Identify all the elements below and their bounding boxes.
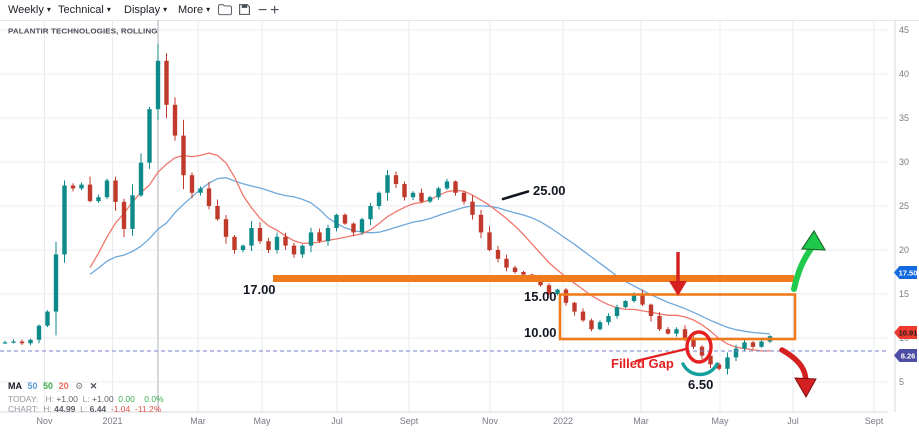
svg-text:10.91: 10.91 (899, 329, 918, 338)
svg-text:17.50: 17.50 (899, 269, 918, 278)
svg-text:8.26: 8.26 (901, 352, 916, 361)
